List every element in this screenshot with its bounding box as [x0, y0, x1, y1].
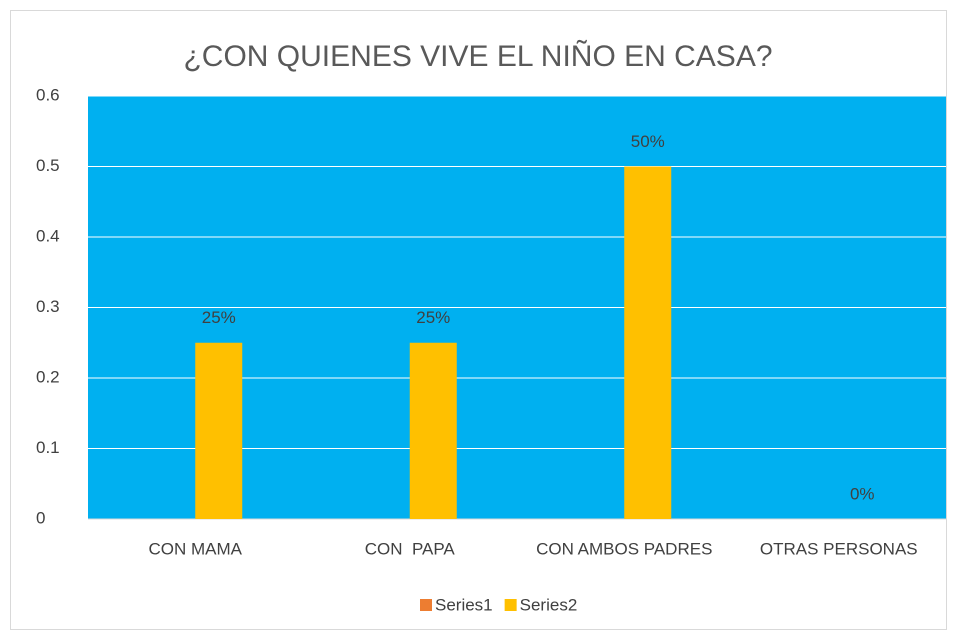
- y-tick-label: 0.4: [36, 226, 60, 245]
- x-tick-label: CON MAMA: [149, 539, 243, 558]
- bar: [624, 166, 672, 519]
- y-tick-label: 0.1: [36, 438, 60, 457]
- y-tick-label: 0.5: [36, 156, 60, 175]
- data-label: 25%: [416, 308, 450, 327]
- legend-label: Series2: [520, 595, 578, 614]
- bar: [409, 342, 457, 519]
- y-tick-label: 0: [36, 508, 45, 527]
- data-label: 0%: [850, 484, 875, 503]
- data-label: 50%: [631, 132, 665, 151]
- legend-swatch: [420, 599, 432, 611]
- data-label: 25%: [202, 308, 236, 327]
- y-tick-label: 0.6: [36, 85, 60, 104]
- y-tick-label: 0.2: [36, 367, 60, 386]
- chart-title: ¿CON QUIENES VIVE EL NIÑO EN CASA?: [183, 39, 772, 73]
- x-tick-label: CON AMBOS PADRES: [536, 539, 712, 558]
- bar: [195, 342, 243, 519]
- x-tick-label: CON PAPA: [365, 539, 456, 558]
- x-tick-label: OTRAS PERSONAS: [760, 539, 918, 558]
- legend-label: Series1: [435, 595, 493, 614]
- legend-swatch: [504, 599, 517, 611]
- y-tick-label: 0.3: [36, 297, 60, 316]
